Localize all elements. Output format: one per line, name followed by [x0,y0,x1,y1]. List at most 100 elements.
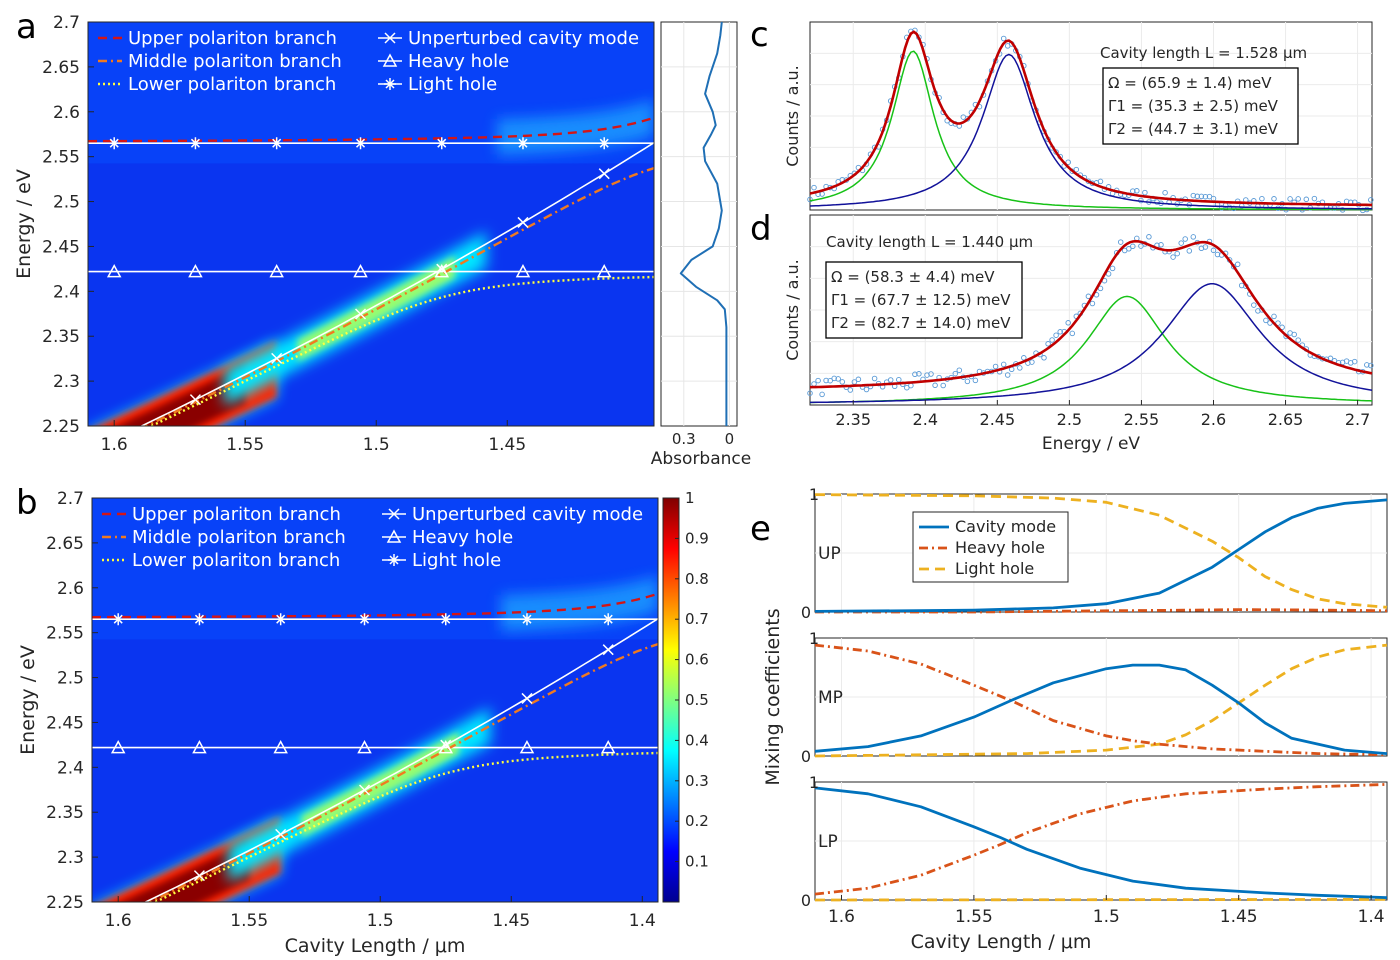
y-tick-label: 2.65 [42,58,80,78]
data-point [1053,332,1059,338]
y-tick-label: 2.3 [57,848,84,868]
y-tick-label: 2.45 [42,237,80,257]
legend-label: Lower polariton branch [128,74,336,95]
data-point [1117,239,1124,245]
data-point [1279,324,1285,331]
x-tick-label: 2.45 [980,410,1016,429]
light-hole-marker [270,137,283,150]
data-point [928,371,934,377]
fit-parameter: Γ1 = (67.7 ± 12.5) meV [831,291,1011,309]
data-point [932,382,938,389]
data-point [855,376,862,383]
data-point [1134,188,1140,194]
colorbar-tick-label: 0.8 [685,570,709,588]
data-point [1303,196,1310,203]
y-tick-label: 2.5 [57,669,84,689]
heavy-hole-marker [192,740,207,754]
x-tick-label: 1.55 [955,907,993,927]
data-point [1263,317,1269,324]
heavy-hole-marker [188,264,203,278]
data-point [972,377,979,384]
y-tick-label: 2.65 [46,534,84,554]
x-axis-label: Cavity Length / μm [911,931,1092,953]
x-tick-label: 1.55 [230,911,268,931]
legend-label: Heavy hole [412,527,513,548]
y-axis-label: Counts / a.u. [783,259,802,361]
x-tick-label: 1.6 [101,435,128,455]
x-tick-label: 1.5 [363,435,390,455]
data-point [1218,205,1225,211]
x-tick-label: 1.5 [367,911,394,931]
fit-parameter: Γ2 = (44.7 ± 3.1) meV [1108,120,1279,138]
legend-label: Upper polariton branch [132,504,341,525]
up-glow [500,575,658,631]
data-point [1295,196,1301,202]
y-tick-label: 0 [801,747,811,766]
y-tick-label: 2.4 [53,282,80,302]
legend-marker [386,529,402,543]
data-point [811,184,817,191]
x-tick-label: 2.7 [1345,410,1370,429]
data-point [1275,320,1281,326]
colorbar-tick-label: 0.1 [685,853,709,871]
heavy-hole-marker [515,264,531,278]
data-point [1251,302,1257,308]
y-tick-label: 2.7 [57,489,84,509]
total-fit [809,239,1373,389]
y-tick-label: 2.55 [42,148,80,168]
data-point [1190,192,1197,199]
heavy-curve [814,643,1388,757]
colorbar-tick-label: 0.2 [685,812,709,830]
panel-letter-a: a [16,7,37,47]
data-point [1182,236,1188,242]
plot-frame [91,497,659,903]
x-tick-label: 1.4 [629,911,656,931]
heatmap-image [92,498,658,902]
data-point [1368,197,1374,203]
y-tick-label: 1 [809,629,819,648]
data-point [887,377,894,383]
legend-label: Upper polariton branch [128,28,337,49]
legend-label: Light hole [408,74,497,95]
colorbar-tick-label: 1 [685,489,695,507]
peak-2-fit [809,53,1372,210]
y-tick-label: 2.45 [46,713,84,733]
cavity-length-annotation: Cavity length L = 1.440 μm [826,233,1033,251]
legend-label: Heavy hole [408,51,509,72]
legend-label: Lower polariton branch [132,550,340,571]
heavy-curve [814,783,1388,896]
y-tick-label: 2.35 [42,327,80,347]
data-point [1186,248,1193,254]
absorbance-line [679,21,728,426]
data-point [1198,193,1205,200]
data-point [871,375,878,382]
light-hole-marker [274,613,287,626]
data-point [1295,337,1301,343]
cavity-marker [517,216,529,228]
absorbance-frame [660,21,738,427]
data-point [916,371,922,377]
data-point [964,378,971,385]
x-tick-label: 1.55 [226,435,264,455]
x-tick-label: 2.6 [1201,410,1226,429]
light-hole-marker [435,137,448,150]
fit-parameter: Ω = (65.9 ± 1.4) meV [1108,74,1272,92]
data-point [1259,195,1265,202]
light-hole-marker [193,613,206,626]
x-axis-label: Energy / eV [1042,434,1141,454]
heatmap-image [88,22,654,426]
data-point [952,370,959,377]
legend-marker [382,53,398,67]
data-point [1174,250,1180,257]
colorbar-tick-label: 0.5 [685,691,709,709]
legend-label: Middle polariton branch [132,527,346,548]
y-tick-label: 2.4 [57,758,84,778]
data-point [1000,361,1007,368]
heavy-hole-marker [434,264,450,278]
data-point [823,377,829,384]
x-tick-label: 1.45 [492,911,530,931]
panel-letter-b: b [16,483,38,523]
cavity-length-annotation: Cavity length L = 1.528 μm [1100,44,1307,62]
light-hole-marker [439,613,452,626]
x-tick-label: 2.55 [1124,410,1160,429]
